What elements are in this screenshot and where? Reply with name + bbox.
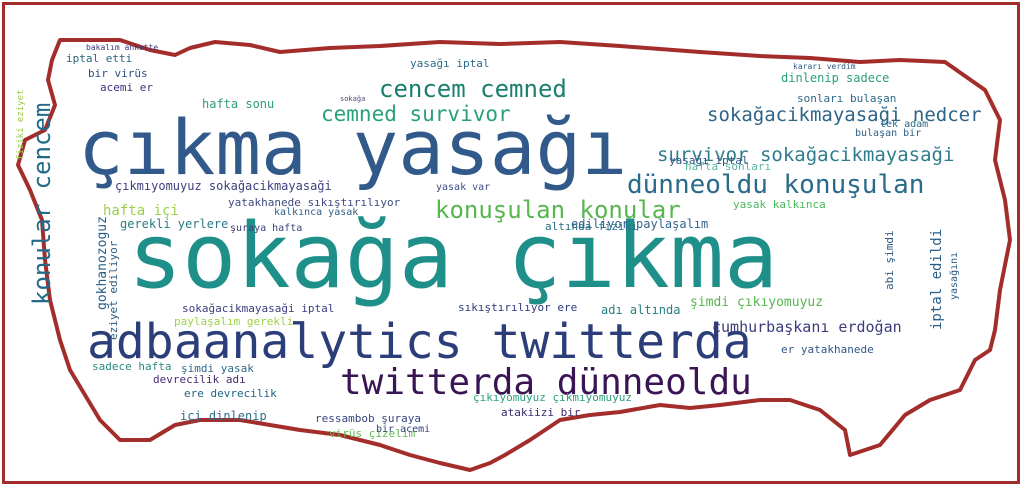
word: twitterda dünneoldu (340, 362, 752, 403)
word: gerekli yerlere (120, 217, 229, 231)
word: sonları bulaşan (797, 92, 897, 105)
image-border (2, 2, 1020, 484)
word: sokağacikmayasaği nedcer (707, 104, 982, 126)
word: paylaşalım gerekli (174, 315, 294, 328)
word: sadece hafta (92, 360, 172, 373)
word: yasağı iptal (410, 57, 490, 70)
word: cumhurbaşkanı erdoğan (712, 318, 902, 336)
word: hafta içi (103, 203, 179, 219)
word: sokağacikmayasaği iptal (182, 302, 335, 315)
word: şimdi çıkıyomuyuz (690, 295, 824, 310)
word: fiziki eziyet (16, 89, 26, 160)
word: tek adam (880, 119, 929, 130)
word: bir acemi (376, 424, 431, 435)
word: konuşulan konular (435, 196, 681, 224)
word: yasak var (436, 182, 491, 193)
word: bulaşan bir (855, 128, 922, 139)
word: survivor sokağacikmayasaği (657, 144, 955, 166)
word: sokağa çıkma (128, 204, 779, 309)
word: kalkınca yasak (274, 207, 359, 218)
word: içi dinlenip (180, 409, 267, 423)
word: bir virüs (88, 67, 148, 80)
word: yasak kalkınca (733, 198, 826, 211)
word: iptal etti (66, 52, 133, 65)
word: ere devrecilik (184, 387, 277, 400)
word: cemned survivor (321, 102, 511, 126)
map-outline-path (16, 38, 1012, 472)
word: abi şimdi (883, 230, 896, 290)
word: atakiizi bir (501, 406, 581, 419)
word: konular cencem (28, 102, 56, 305)
word: çıkıyomuyuz çıkmıyomuyuz (473, 391, 632, 404)
word: sıkıştırılıyor ere (458, 301, 578, 314)
word: er yatakhanede (781, 343, 874, 356)
word: dünneoldu konuşulan (627, 170, 925, 200)
word: çıkma yasağı (78, 103, 628, 192)
word: yatakhanede sıkıştırılıyor (228, 196, 401, 209)
word: eziyet ediliyor (107, 240, 120, 340)
word: acemi er (100, 81, 153, 94)
word: şimdi yasak (181, 362, 254, 375)
word: şuraya hafta (230, 223, 303, 234)
word: adbaanalytics twitterda (87, 314, 752, 370)
word: çıkmıyomuyuz sokağacikmayasaği (115, 179, 332, 193)
word: altında fiziki (545, 220, 638, 233)
word: dinlenip sadece (781, 71, 890, 85)
word: adı altında (601, 303, 681, 317)
word: ediliyor paylaşalım (571, 217, 709, 231)
word: iptal edildi (929, 228, 945, 330)
word: cencem cemned (379, 75, 567, 103)
word: yasağını (949, 251, 960, 300)
word: sokağa (340, 95, 366, 103)
word: devrecilik adı (153, 373, 246, 386)
word: hafta sonu (202, 97, 275, 111)
word: yasağı iptal (669, 154, 749, 167)
word: hafta sonları (685, 160, 772, 173)
word: bakalım ankette (86, 43, 159, 52)
word: kararı verdim (793, 62, 856, 71)
word: ressambob şuraya (315, 412, 421, 425)
word: virüs çizelim (329, 427, 416, 440)
